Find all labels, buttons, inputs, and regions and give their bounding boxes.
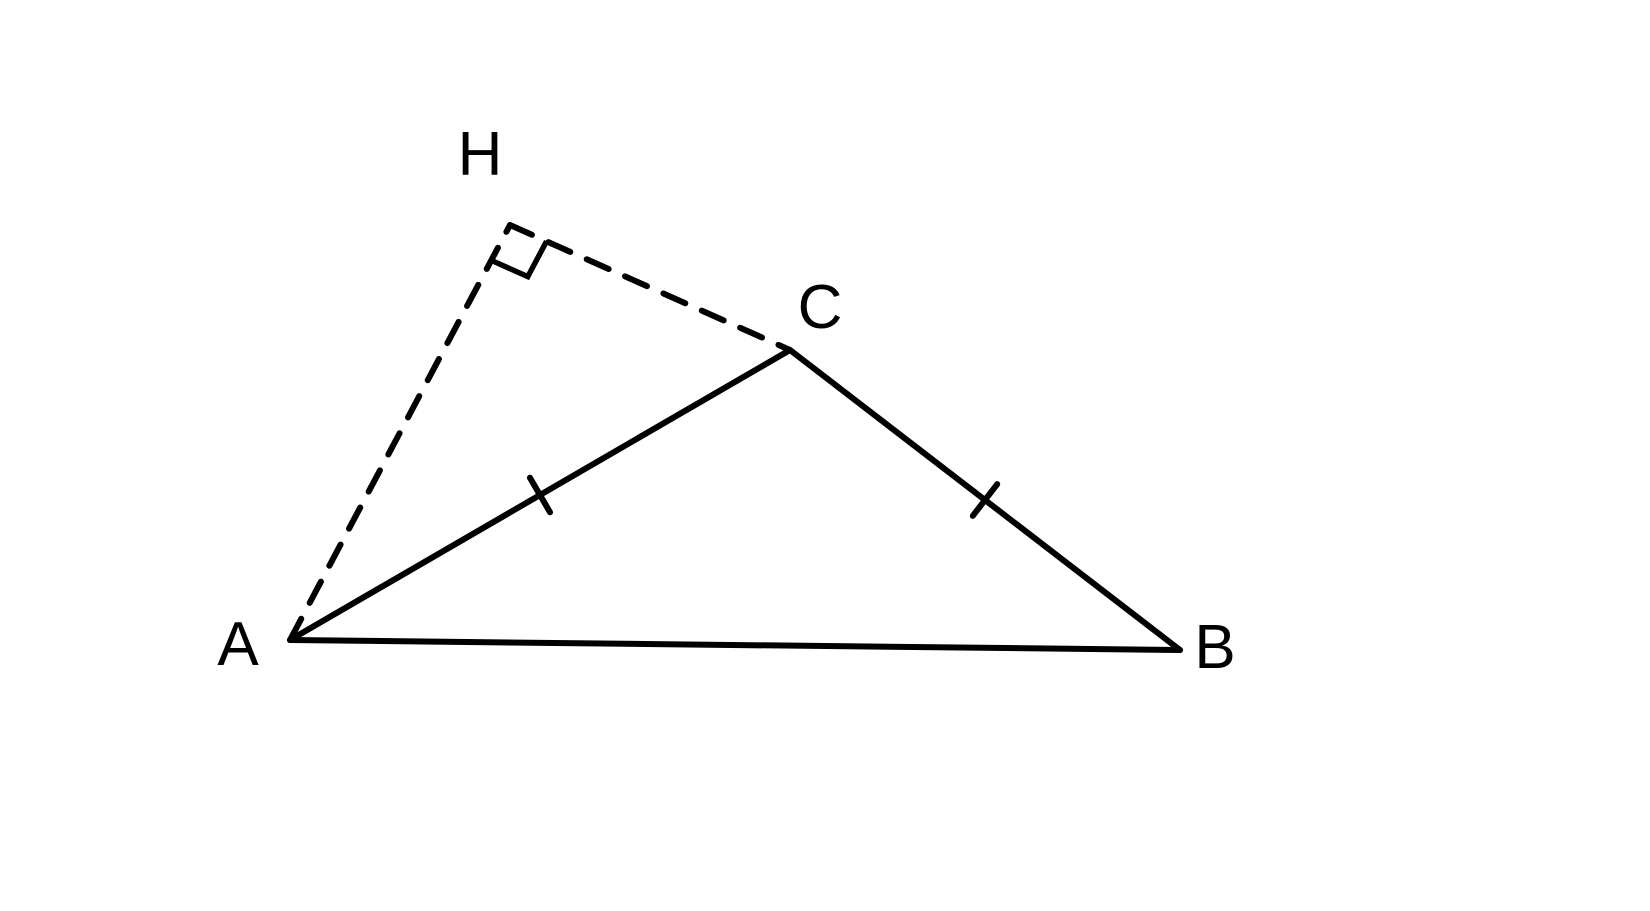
tick-mark xyxy=(973,484,997,516)
dashed-edge xyxy=(510,225,790,350)
vertex-labels: A B C H xyxy=(217,120,1235,682)
label-H: H xyxy=(458,120,503,189)
label-A: A xyxy=(217,610,259,679)
label-B: B xyxy=(1194,613,1235,682)
dashed-edges xyxy=(290,225,790,640)
geometry-diagram: A B C H xyxy=(0,0,1650,911)
edge xyxy=(290,640,1180,650)
tick-marks xyxy=(530,478,997,516)
tick-mark xyxy=(530,478,550,513)
label-C: C xyxy=(798,273,843,342)
solid-edges xyxy=(290,350,1180,650)
